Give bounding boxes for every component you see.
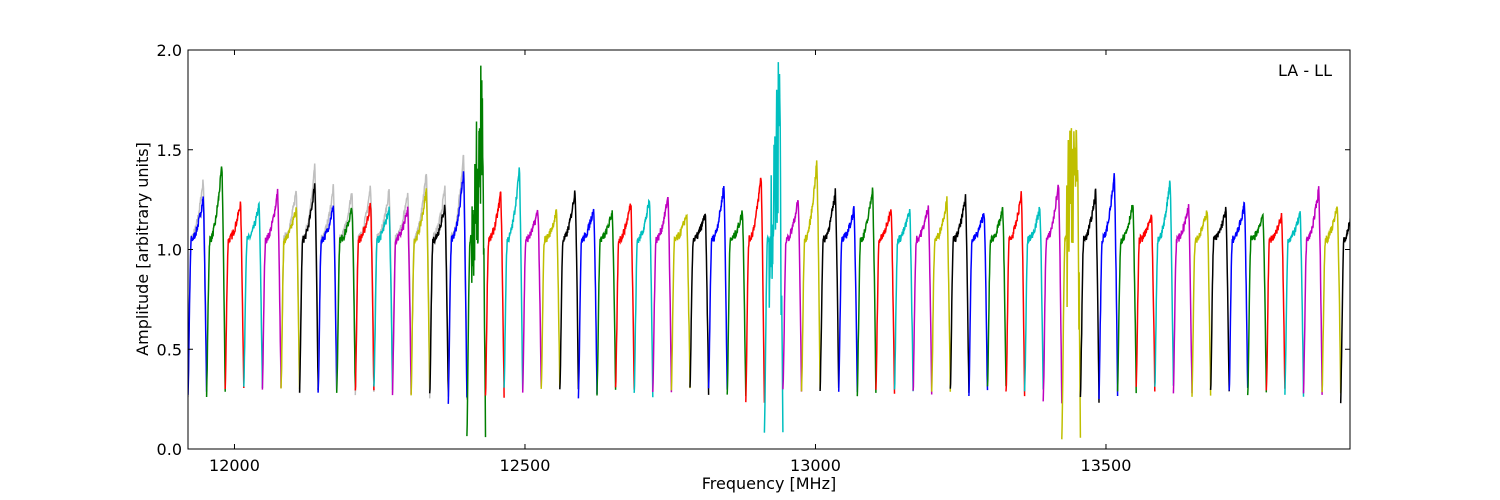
band-series-line bbox=[447, 171, 468, 404]
band-series-line bbox=[968, 212, 989, 397]
band-series-line bbox=[1116, 204, 1137, 394]
band-series-line bbox=[596, 210, 617, 396]
band-series-line bbox=[930, 196, 952, 392]
band-series-line bbox=[1154, 180, 1175, 387]
band-series-line bbox=[689, 213, 710, 395]
band-series-line bbox=[280, 207, 301, 390]
band-series-line bbox=[1359, 88, 1378, 441]
band-series-line bbox=[1005, 191, 1026, 397]
y-axis-label: Amplitude [arbitrary units] bbox=[133, 142, 152, 356]
band-series-line bbox=[1209, 206, 1230, 392]
band-series-line bbox=[317, 205, 338, 393]
x-tick-label: 13500 bbox=[1081, 456, 1132, 475]
band-series-line bbox=[354, 202, 375, 391]
band-series-line bbox=[261, 188, 282, 390]
band-series-line bbox=[707, 186, 728, 390]
band-series-line bbox=[1228, 201, 1249, 391]
series-layer bbox=[188, 62, 1378, 441]
band-series-line bbox=[243, 200, 264, 389]
band-series-line bbox=[224, 201, 245, 390]
band-series-line bbox=[1246, 212, 1268, 396]
band-series-line bbox=[652, 196, 673, 393]
y-tick-label: 0.0 bbox=[157, 440, 182, 459]
band-series-line bbox=[1302, 186, 1323, 395]
band-series-line bbox=[837, 205, 859, 393]
band-series-line bbox=[1135, 214, 1156, 392]
band-series-line bbox=[205, 166, 226, 398]
band-series-line bbox=[1265, 212, 1286, 391]
y-tick-label: 0.5 bbox=[157, 340, 182, 359]
band-series-line bbox=[912, 205, 933, 395]
band-series-line bbox=[633, 198, 654, 398]
band-shadow-line bbox=[335, 193, 357, 392]
band-series-line bbox=[1172, 204, 1193, 394]
band-series-line bbox=[819, 188, 840, 392]
band-series-line bbox=[298, 183, 319, 393]
band-shadow-line bbox=[410, 173, 431, 394]
y-tick-label: 1.0 bbox=[157, 241, 182, 260]
band-series-line bbox=[986, 206, 1007, 387]
band-series-line bbox=[521, 209, 542, 393]
band-series-line bbox=[1061, 128, 1082, 440]
band-series-line bbox=[893, 208, 914, 392]
band-series-line bbox=[614, 203, 635, 390]
band-series-line bbox=[1098, 173, 1119, 400]
baseline-annotation: LA - LL bbox=[1278, 61, 1332, 80]
band-series-line bbox=[949, 194, 970, 393]
tick-layer: 12000 12500 13000 13500 0.0 0.5 1.0 1.5 2.0 bbox=[157, 41, 1350, 475]
band-series-line bbox=[466, 65, 487, 438]
band-shadow-line bbox=[391, 192, 412, 393]
band-series-line bbox=[577, 208, 598, 399]
band-series-line bbox=[1284, 211, 1305, 397]
band-series-line bbox=[1339, 216, 1350, 404]
x-tick-label: 12000 bbox=[209, 456, 260, 475]
band-shadow-line bbox=[280, 190, 301, 394]
y-tick-label: 1.5 bbox=[157, 141, 182, 160]
band-series-line bbox=[373, 206, 394, 391]
band-series-line bbox=[410, 188, 431, 396]
x-tick-label: 12500 bbox=[500, 456, 551, 475]
band-series-line bbox=[745, 177, 766, 403]
band-series-line bbox=[335, 207, 357, 393]
y-tick-label: 2.0 bbox=[157, 41, 182, 60]
band-series-line bbox=[782, 199, 803, 392]
band-series-line bbox=[1023, 206, 1044, 392]
band-series-line bbox=[559, 190, 580, 390]
band-series-line bbox=[484, 191, 505, 398]
band-shadow-line bbox=[447, 154, 468, 400]
band-shadow-line bbox=[354, 185, 375, 396]
band-series-line bbox=[391, 206, 412, 396]
band-series-line bbox=[763, 62, 784, 433]
band-series-line bbox=[503, 167, 524, 390]
band-series-line bbox=[1191, 210, 1212, 397]
band-series-line bbox=[800, 160, 821, 392]
x-tick-label: 13000 bbox=[790, 456, 841, 475]
band-series-line bbox=[875, 209, 896, 394]
band-series-line bbox=[726, 210, 747, 397]
band-series-line bbox=[1079, 188, 1100, 403]
band-series-line bbox=[188, 196, 208, 395]
band-series-line bbox=[1042, 184, 1063, 404]
x-axis-label: Frequency [MHz] bbox=[702, 474, 836, 493]
band-shadow-line bbox=[298, 163, 319, 393]
band-series-line bbox=[540, 209, 561, 389]
band-series-line bbox=[428, 204, 450, 396]
band-series-line bbox=[1321, 206, 1342, 394]
band-series-line bbox=[670, 213, 691, 391]
band-series-line bbox=[856, 187, 877, 397]
